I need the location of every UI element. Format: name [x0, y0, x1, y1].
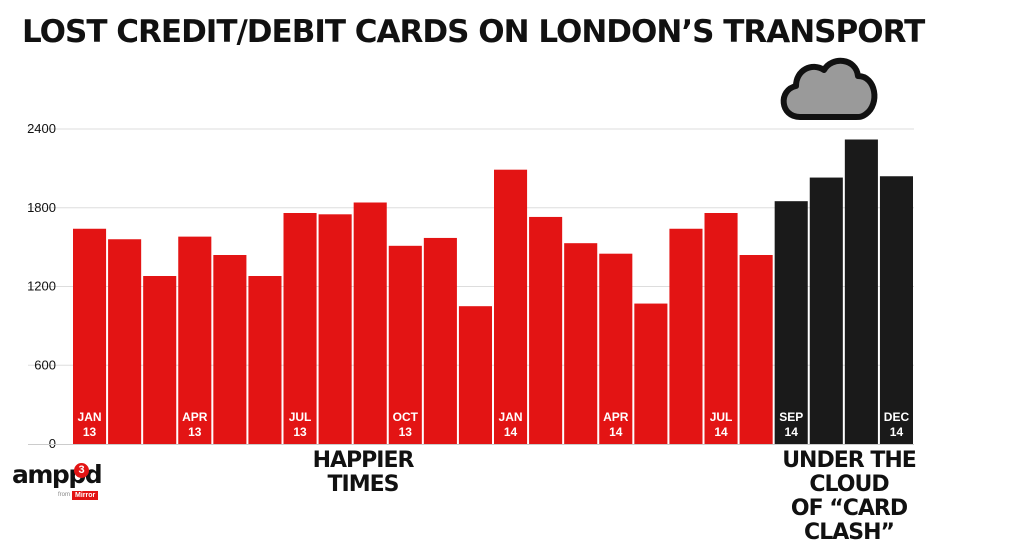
bar-label-month: DEC	[884, 410, 910, 424]
caption-right-line1: UNDER THE CLOUD	[782, 448, 917, 497]
y-tick-label: 0	[49, 436, 56, 451]
bar	[879, 176, 913, 444]
logo-from: from	[58, 492, 70, 498]
bar-label-year: 13	[83, 425, 97, 439]
bar	[178, 236, 212, 444]
bar	[143, 276, 177, 444]
y-tick-label: 2400	[27, 121, 56, 136]
bar	[388, 245, 422, 444]
logo-subline: from Mirror	[12, 491, 110, 500]
bar	[704, 213, 738, 444]
bar-label-year: 13	[188, 425, 202, 439]
chart-title: LOST CREDIT/DEBIT CARDS ON LONDON’S TRAN…	[22, 14, 925, 50]
logo-mirror: Mirror	[72, 491, 99, 500]
bar	[809, 177, 843, 444]
bar-label-year: 14	[785, 425, 799, 439]
y-tick-label: 1800	[27, 200, 56, 215]
bar	[669, 228, 703, 444]
y-tick-label: 1200	[27, 279, 56, 294]
caption-under-the-cloud: UNDER THE CLOUD OF “CARD CLASH”	[758, 449, 940, 545]
bar	[353, 202, 387, 444]
bar	[529, 216, 563, 444]
bar-label-month: JAN	[78, 410, 102, 424]
cloud-icon	[780, 58, 878, 120]
bar	[774, 201, 808, 444]
bar-label-year: 14	[890, 425, 904, 439]
bar	[739, 255, 773, 444]
bar-label-year: 14	[504, 425, 518, 439]
bar-label-month: OCT	[393, 410, 419, 424]
bar-label-year: 13	[399, 425, 413, 439]
bar	[248, 276, 282, 444]
bar-label-month: APR	[182, 410, 208, 424]
amppd-logo: amppd 3 from Mirror	[12, 460, 112, 504]
bar-chart: 0600120018002400JAN13APR13JUL13OCT13JAN1…	[27, 58, 914, 451]
bar	[844, 139, 878, 444]
bar	[108, 239, 142, 444]
cloud-shape	[780, 58, 878, 120]
bar-label-year: 14	[714, 425, 728, 439]
bar	[73, 228, 107, 444]
bar	[423, 237, 457, 444]
bar	[318, 214, 352, 444]
bar	[634, 303, 668, 444]
bar-label-month: JUL	[289, 410, 312, 424]
y-tick-label: 600	[34, 357, 56, 372]
caption-right-line2: OF “CARD CLASH”	[790, 496, 908, 545]
caption-happier-times: HAPPIER TIMES	[312, 448, 415, 497]
bar	[283, 213, 317, 444]
logo-badge: 3	[74, 463, 89, 478]
bar-label-month: SEP	[779, 410, 803, 424]
bar	[494, 169, 528, 444]
bar-label-year: 13	[293, 425, 307, 439]
bar	[599, 253, 633, 444]
bar	[213, 255, 247, 444]
bar-label-year: 14	[609, 425, 623, 439]
bar-label-month: JAN	[499, 410, 523, 424]
bar	[458, 306, 492, 444]
bar-label-month: APR	[603, 410, 629, 424]
bar-label-month: JUL	[710, 410, 733, 424]
bar	[564, 243, 598, 444]
